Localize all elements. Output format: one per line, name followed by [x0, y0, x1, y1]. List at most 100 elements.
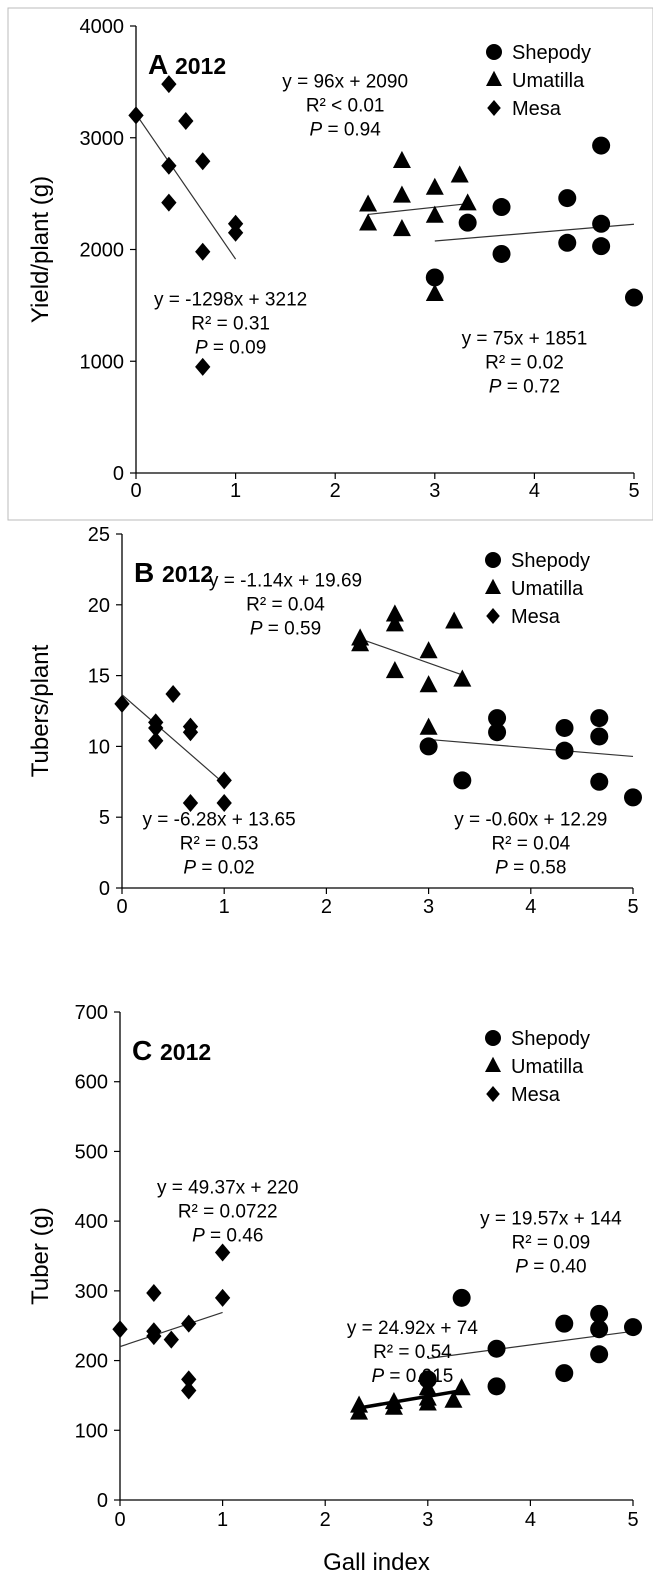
annotation-p-symbol: P [371, 1366, 384, 1387]
annotation-line: R² = 0.09 [512, 1233, 591, 1254]
annotation-p-symbol: P [309, 119, 322, 140]
data-point-shepody [590, 709, 609, 728]
data-point-shepody [425, 268, 444, 287]
data-point-umatilla [385, 604, 404, 622]
annotation-p-value: = 0.46 [205, 1225, 264, 1246]
data-point-shepody [453, 771, 472, 790]
y-tick-label: 100 [75, 1420, 108, 1442]
legend-label-shepody: Shepody [512, 42, 591, 64]
data-point-umatilla [359, 213, 378, 231]
data-point-umatilla [425, 205, 444, 223]
data-point-shepody [590, 1304, 609, 1323]
data-point-umatilla [384, 1397, 403, 1415]
data-point-mesa [216, 794, 232, 813]
data-point-mesa [161, 156, 177, 175]
annotation-p-symbol: P [515, 1257, 528, 1278]
annotation-p-symbol: P [489, 376, 502, 397]
annotation-line: y = 24.92x + 74 [347, 1318, 478, 1339]
y-tick-label: 0 [97, 1490, 108, 1512]
x-tick-label: 2 [320, 1509, 331, 1531]
annotation-line: y = 96x + 2090 [282, 71, 408, 92]
data-point-mesa [148, 731, 164, 750]
panel-year: 2012 [162, 561, 213, 587]
data-point-mesa [214, 1288, 231, 1307]
data-point-umatilla [419, 717, 438, 735]
legend-marker-umatilla [485, 1056, 501, 1072]
data-point-mesa [182, 723, 199, 742]
data-point-umatilla [450, 165, 469, 183]
data-point-umatilla [458, 193, 477, 211]
data-point-umatilla [444, 1390, 463, 1408]
legend-label-umatilla: Umatilla [511, 1056, 584, 1078]
data-point-umatilla [350, 1402, 369, 1420]
x-tick-label: 5 [627, 896, 638, 918]
data-point-umatilla [445, 611, 464, 629]
trendline-mesa [119, 1311, 223, 1348]
annotation-line: P = 0.015 [371, 1366, 453, 1387]
data-point-shepody [592, 214, 611, 233]
y-axis-label: Tubers/plant [27, 644, 54, 777]
data-point-mesa [182, 794, 199, 813]
data-point-mesa [128, 106, 144, 125]
annotation-line: R² = 0.0722 [178, 1201, 278, 1222]
annotation-line: P = 0.59 [250, 618, 321, 639]
annotation-line: R² = 0.54 [373, 1342, 452, 1363]
annotation-p-value: = 0.02 [196, 858, 255, 879]
data-point-shepody [458, 213, 477, 232]
data-point-umatilla [418, 1393, 437, 1411]
annotation-line: R² = 0.02 [485, 352, 564, 373]
data-point-mesa [163, 1330, 179, 1349]
annotation-line: R² = 0.04 [246, 594, 325, 615]
y-tick-label: 300 [75, 1281, 108, 1303]
annotation-line: P = 0.58 [495, 858, 566, 879]
annotation-line: y = 49.37x + 220 [157, 1177, 299, 1198]
data-point-shepody [418, 1370, 437, 1389]
x-tick-label: 3 [422, 1509, 433, 1531]
annotation-p-value: = 0.94 [322, 119, 381, 140]
y-tick-label: 4000 [80, 16, 125, 38]
panel-a: 0 1000 2000 3000 4000 0 1 2 3 4 5 Yield/plant (g) A … [7, 7, 653, 521]
panel-letter: B [134, 557, 162, 588]
legend-label-shepody: Shepody [511, 1028, 590, 1050]
data-point-mesa [148, 718, 164, 737]
annotation-line: R² = 0.53 [180, 834, 259, 855]
y-tick-label: 5 [99, 807, 110, 829]
y-tick-label: 25 [88, 524, 110, 546]
data-point-umatilla [392, 185, 411, 203]
data-point-shepody [590, 772, 609, 791]
x-tick-label: 2 [321, 896, 332, 918]
x-tick-label: 4 [525, 896, 536, 918]
annotation-line: P = 0.40 [515, 1257, 586, 1278]
annotation-line: R² < 0.01 [306, 95, 385, 116]
data-point-mesa [195, 242, 211, 261]
y-tick-label: 500 [75, 1141, 108, 1163]
data-point-shepody [592, 237, 611, 256]
data-point-mesa [181, 1381, 197, 1400]
trendline-umatilla [358, 1388, 462, 1410]
annotation-line: R² = 0.04 [491, 834, 570, 855]
annotation-line: P = 0.46 [192, 1225, 263, 1246]
trendline-shepody [428, 738, 634, 758]
y-tick-label: 15 [88, 666, 110, 688]
y-tick-label: 1000 [80, 351, 125, 373]
y-tick-label: 0 [113, 463, 124, 485]
legend-marker-mesa [487, 100, 501, 116]
trendline-umatilla [368, 203, 468, 216]
data-point-shepody [558, 233, 577, 252]
data-point-shepody [492, 198, 511, 217]
annotation-line: P = 0.09 [195, 337, 266, 358]
annotation-p-symbol: P [192, 1225, 205, 1246]
data-point-shepody [487, 1339, 506, 1358]
data-point-shepody [590, 727, 609, 746]
legend-label-shepody: Shepody [511, 550, 590, 572]
data-point-mesa [181, 1314, 197, 1333]
data-point-mesa [178, 111, 194, 130]
data-point-shepody [555, 741, 574, 760]
data-point-umatilla [425, 283, 444, 301]
data-point-shepody [555, 1314, 574, 1333]
annotation-p-symbol: P [195, 337, 208, 358]
data-point-shepody [487, 1377, 506, 1396]
panel-c: 0 100 200 300 400 500 600 700 0 1 2 3 4 5 Tuber (g) Gal… [27, 1002, 642, 1576]
